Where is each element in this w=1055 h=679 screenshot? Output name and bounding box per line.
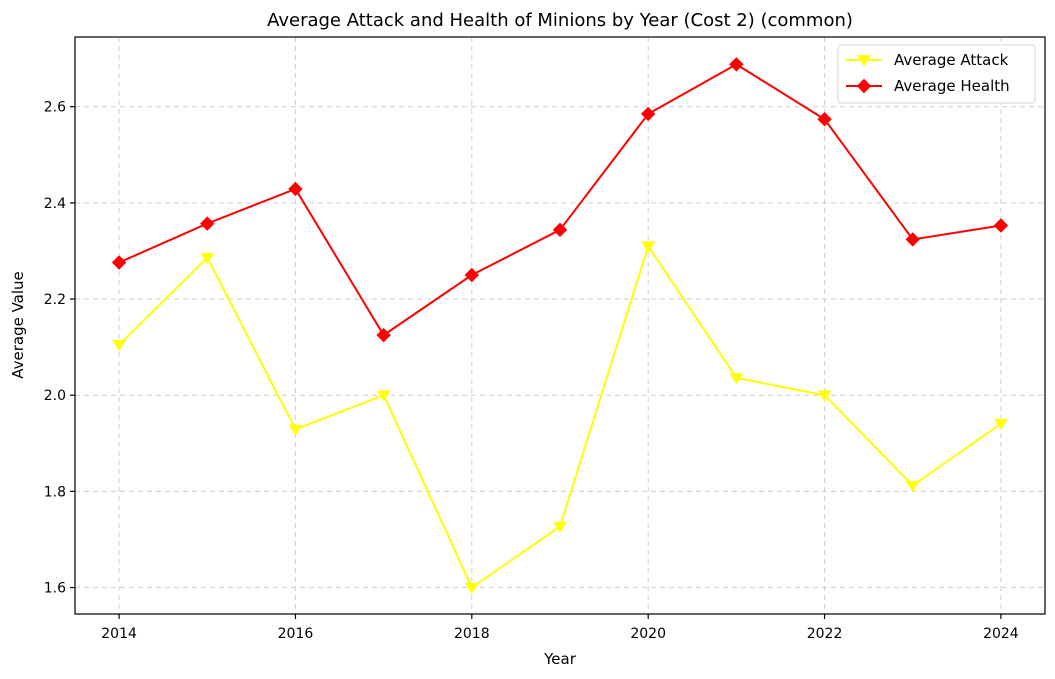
data-point-average-health bbox=[552, 222, 568, 238]
chart-title: Average Attack and Health of Minions by … bbox=[267, 10, 853, 31]
y-tick-label: 2.6 bbox=[44, 100, 66, 116]
x-tick-label: 2024 bbox=[983, 626, 1019, 642]
y-tick-label: 2.4 bbox=[44, 196, 66, 212]
data-point-average-attack bbox=[905, 480, 920, 492]
data-point-average-health bbox=[905, 232, 920, 247]
x-axis-label: Year bbox=[543, 650, 577, 668]
y-axis-label: Average Value bbox=[9, 271, 27, 379]
x-tick-label: 2020 bbox=[630, 626, 666, 642]
data-point-average-health bbox=[640, 106, 656, 122]
legend-label: Average Health bbox=[894, 77, 1010, 95]
x-tick-label: 2022 bbox=[807, 626, 843, 642]
data-point-average-attack bbox=[200, 253, 215, 265]
data-point-average-attack bbox=[288, 424, 303, 436]
data-point-average-health bbox=[376, 327, 391, 343]
data-point-average-attack bbox=[376, 390, 391, 402]
data-point-average-attack bbox=[729, 373, 744, 385]
data-point-average-attack bbox=[112, 340, 126, 352]
data-point-average-attack bbox=[464, 582, 479, 594]
data-point-average-health bbox=[729, 57, 744, 72]
legend-entry-average-attack: Average Attack bbox=[846, 51, 1009, 69]
axes-frame bbox=[74, 36, 1046, 615]
y-tick-label: 2.0 bbox=[44, 388, 66, 404]
y-tick-label: 2.2 bbox=[44, 292, 66, 308]
data-point-average-health bbox=[464, 267, 480, 283]
series-average-attack bbox=[112, 241, 1008, 594]
data-point-average-health bbox=[993, 218, 1009, 233]
x-tick-label: 2016 bbox=[278, 626, 314, 642]
x-tick-label: 2014 bbox=[101, 626, 137, 642]
data-point-average-health bbox=[111, 255, 127, 270]
series-average-health bbox=[111, 57, 1009, 343]
legend-marker bbox=[857, 55, 871, 67]
legend-marker bbox=[856, 78, 872, 94]
y-tick-label: 1.8 bbox=[44, 484, 66, 500]
series-line-average-health bbox=[118, 63, 1002, 337]
legend-label: Average Attack bbox=[894, 51, 1009, 69]
data-point-average-health bbox=[817, 112, 832, 127]
data-point-average-health bbox=[200, 216, 215, 231]
x-tick-label: 2018 bbox=[454, 626, 490, 642]
axis-ticks: 2014 2016 2018 2020 2022 2024 1.6 1.8 2.0 2.2 2.4 2… bbox=[44, 100, 1019, 642]
data-point-average-attack bbox=[994, 418, 1008, 430]
legend: Average Attack Average Health bbox=[837, 44, 1036, 104]
plot-area bbox=[111, 57, 1009, 594]
data-point-average-health bbox=[288, 181, 303, 197]
series-line-average-attack bbox=[118, 245, 1002, 589]
data-point-average-attack bbox=[553, 521, 567, 533]
y-tick-label: 1.6 bbox=[44, 581, 66, 597]
data-point-average-attack bbox=[641, 241, 656, 253]
legend-box bbox=[837, 44, 1036, 104]
data-point-average-attack bbox=[817, 390, 832, 402]
grid bbox=[75, 37, 1045, 614]
legend-entry-average-health: Average Health bbox=[846, 77, 1010, 95]
